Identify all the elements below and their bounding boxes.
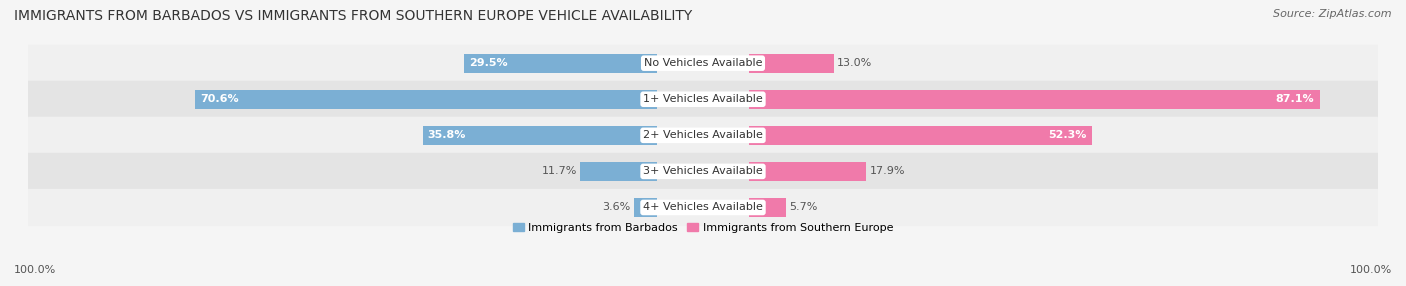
Text: 35.8%: 35.8%: [427, 130, 467, 140]
Text: 100.0%: 100.0%: [14, 265, 56, 275]
Bar: [749, 198, 786, 217]
Text: 52.3%: 52.3%: [1047, 130, 1087, 140]
Bar: [749, 162, 866, 181]
FancyBboxPatch shape: [28, 153, 1378, 190]
Text: 17.9%: 17.9%: [869, 166, 905, 176]
Text: 70.6%: 70.6%: [200, 94, 239, 104]
Text: Source: ZipAtlas.com: Source: ZipAtlas.com: [1274, 9, 1392, 19]
Text: 11.7%: 11.7%: [541, 166, 578, 176]
Bar: [634, 198, 657, 217]
Bar: [749, 90, 1320, 109]
Text: 3.6%: 3.6%: [602, 202, 630, 212]
FancyBboxPatch shape: [28, 117, 1378, 154]
Bar: [749, 54, 834, 73]
Text: 100.0%: 100.0%: [1350, 265, 1392, 275]
FancyBboxPatch shape: [28, 81, 1378, 118]
Text: 13.0%: 13.0%: [838, 58, 873, 68]
FancyBboxPatch shape: [28, 189, 1378, 226]
Text: IMMIGRANTS FROM BARBADOS VS IMMIGRANTS FROM SOUTHERN EUROPE VEHICLE AVAILABILITY: IMMIGRANTS FROM BARBADOS VS IMMIGRANTS F…: [14, 9, 692, 23]
Bar: [464, 54, 657, 73]
FancyBboxPatch shape: [28, 45, 1378, 82]
Bar: [749, 126, 1091, 145]
Text: 29.5%: 29.5%: [470, 58, 508, 68]
Bar: [194, 90, 657, 109]
Text: 87.1%: 87.1%: [1275, 94, 1315, 104]
Text: 2+ Vehicles Available: 2+ Vehicles Available: [643, 130, 763, 140]
Bar: [581, 162, 657, 181]
Text: 1+ Vehicles Available: 1+ Vehicles Available: [643, 94, 763, 104]
Text: 5.7%: 5.7%: [790, 202, 818, 212]
Legend: Immigrants from Barbados, Immigrants from Southern Europe: Immigrants from Barbados, Immigrants fro…: [513, 223, 893, 233]
Text: No Vehicles Available: No Vehicles Available: [644, 58, 762, 68]
Bar: [423, 126, 657, 145]
Text: 4+ Vehicles Available: 4+ Vehicles Available: [643, 202, 763, 212]
Text: 3+ Vehicles Available: 3+ Vehicles Available: [643, 166, 763, 176]
